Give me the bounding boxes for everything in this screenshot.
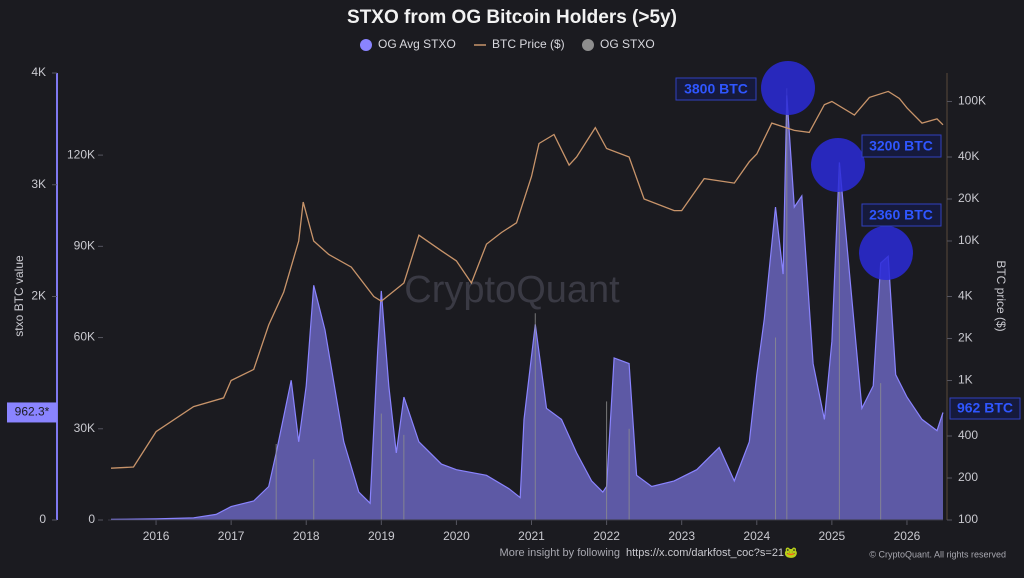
legend-label: BTC Price ($) [492,37,565,51]
highlight-circle [761,61,815,115]
annotation: 3200 BTC [869,138,933,154]
y3-tick-label: 0 [88,512,95,526]
y-tick-label: 3K [31,177,46,191]
x-tick-label: 2019 [368,529,395,543]
y3-tick-label: 90K [74,238,95,252]
annotation-box [949,397,1021,420]
y2-tick-label: 100 [958,512,978,526]
x-tick-label: 2024 [743,529,770,543]
current-value-box [7,402,57,423]
y2-tick-label: 2K [958,331,973,345]
highlight-circle [859,226,913,280]
x-tick-label: 2026 [894,529,921,543]
y2-tick-label: 20K [958,191,979,205]
price-line [110,90,944,469]
annotations: 3800 BTC 3200 BTC 2360 BTC 962 BTC [675,61,1021,420]
y-tick-label: 4K [31,65,46,79]
annotation-box [675,77,757,101]
x-tick-label: 2018 [293,529,320,543]
y3-tick-label: 30K [74,421,95,435]
legend-swatch [360,39,372,51]
y2-tick-label: 40K [958,149,979,163]
x-tick-label: 2016 [143,529,170,543]
chart-title: STXO from OG Bitcoin Holders (>5y) [347,7,677,28]
y-axis-label: stxo BTC value [12,255,26,337]
annotation: 2360 BTC [869,207,933,223]
area-line [110,95,944,520]
x-tick-label: 2021 [518,529,545,543]
highlight-circle [811,138,865,192]
annotation: 962 BTC [957,400,1013,416]
legend-label: OG Avg STXO [378,37,456,51]
copyright: © CryptoQuant. All rights reserved [869,549,1006,559]
plot-area [110,88,944,521]
annotation: 3800 BTC [684,81,748,97]
x-tick-label: 2020 [443,529,470,543]
legend-label: OG STXO [600,37,655,51]
watermark: CryptoQuant [404,269,620,311]
y2-tick-label: 4K [958,289,973,303]
y3-tick-label: 120K [67,147,95,161]
y2-tick-label: 1K [958,373,973,387]
y2-tick-label: 200 [958,470,978,484]
y2-tick-label: 400 [958,428,978,442]
y2-axis-label: BTC price ($) [994,260,1008,331]
x-tick-label: 2025 [819,529,846,543]
y2-tick-label: 100K [958,94,986,108]
area-fill [111,95,943,521]
legend-swatch [582,39,594,51]
footer: More insight by following [500,547,620,559]
x-tick-label: 2017 [218,529,245,543]
y-tick-label: 0 [39,512,46,526]
x-tick-label: 2023 [668,529,695,543]
y3-tick-label: 60K [74,330,95,344]
y-tick-label: 2K [31,289,46,303]
footer-link[interactable]: https://x.com/darkfost_coc?s=21🐸 [626,546,798,559]
current-value-label: 962.3* [15,405,50,419]
annotation-box [861,203,942,227]
x-tick-label: 2022 [593,529,620,543]
y2-tick-label: 10K [958,233,979,247]
annotation-box [861,134,942,158]
